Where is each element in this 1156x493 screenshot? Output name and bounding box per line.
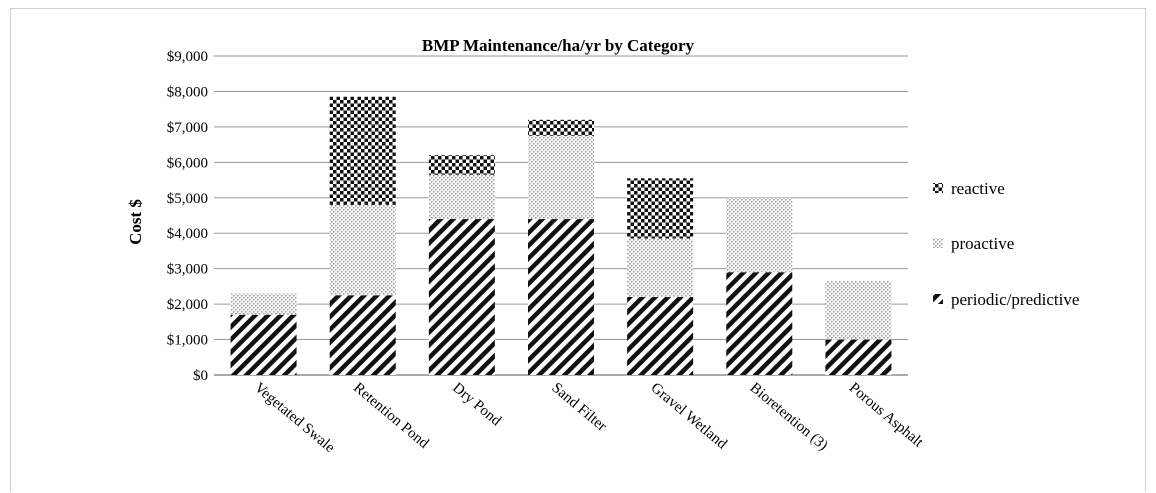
y-tick-label: $1,000 bbox=[167, 333, 208, 349]
bar-segment bbox=[230, 293, 297, 315]
y-tick-label: $0 bbox=[193, 368, 208, 384]
legend-label: proactive bbox=[951, 234, 1014, 253]
y-tick-label: $7,000 bbox=[167, 120, 208, 136]
x-tick-label: Retention Pond bbox=[350, 380, 432, 452]
x-tick-label: Sand Filter bbox=[548, 380, 609, 435]
y-tick-label: $9,000 bbox=[167, 49, 208, 65]
y-tick-label: $3,000 bbox=[167, 262, 208, 278]
y-axis-label: Cost $ bbox=[126, 199, 145, 245]
bar-segment bbox=[627, 238, 694, 298]
y-tick-labels: $0 $1,000 $2,000 $3,000 $4,000 $5,000 $6,000 $7… bbox=[167, 49, 208, 384]
y-tick-label: $5,000 bbox=[167, 191, 208, 207]
bar-segment bbox=[825, 339, 892, 375]
bar-segment bbox=[528, 135, 594, 220]
x-tick-labels: Vegetated Swale Retention Pond Dry Pond San… bbox=[251, 380, 927, 456]
bar-segment bbox=[627, 178, 694, 239]
bar-segment bbox=[428, 155, 495, 175]
x-tick-label: Vegetated Swale bbox=[251, 380, 338, 456]
x-tick-label: Bioretention (3) bbox=[747, 380, 831, 454]
y-tick-label: $2,000 bbox=[167, 297, 208, 313]
bar-segment bbox=[428, 174, 495, 220]
bar-segment bbox=[329, 295, 396, 375]
y-tick-label: $4,000 bbox=[167, 226, 208, 242]
chart-figure: BMP Maintenance/ha/yr by Category Cost $… bbox=[10, 8, 1146, 492]
bar-segment bbox=[329, 204, 396, 296]
bar-segment bbox=[428, 219, 495, 375]
bar-segment bbox=[230, 314, 297, 375]
x-tick-label: Gravel Wetland bbox=[648, 380, 731, 453]
legend: reactive proactive periodic/predictive bbox=[933, 179, 1079, 309]
bar-segment bbox=[528, 219, 594, 375]
chart-svg: BMP Maintenance/ha/yr by Category Cost $… bbox=[126, 36, 1079, 456]
legend-label: reactive bbox=[951, 179, 1005, 198]
legend-swatch bbox=[933, 238, 943, 248]
bar-segment bbox=[329, 96, 396, 205]
bar-segment bbox=[825, 281, 892, 340]
bar-segment bbox=[726, 197, 793, 273]
bar-segment bbox=[528, 119, 594, 136]
x-tick-label: Dry Pond bbox=[449, 380, 504, 430]
legend-label: periodic/predictive bbox=[951, 290, 1079, 309]
x-tick-label: Porous Asphalt bbox=[846, 380, 927, 451]
chart-title: BMP Maintenance/ha/yr by Category bbox=[422, 36, 695, 55]
bar-segment bbox=[726, 272, 793, 375]
legend-swatch bbox=[933, 294, 943, 304]
legend-swatch bbox=[933, 183, 943, 193]
bar-segment bbox=[627, 297, 694, 375]
y-tick-label: $8,000 bbox=[167, 84, 208, 100]
bars bbox=[230, 96, 892, 375]
y-tick-label: $6,000 bbox=[167, 155, 208, 171]
